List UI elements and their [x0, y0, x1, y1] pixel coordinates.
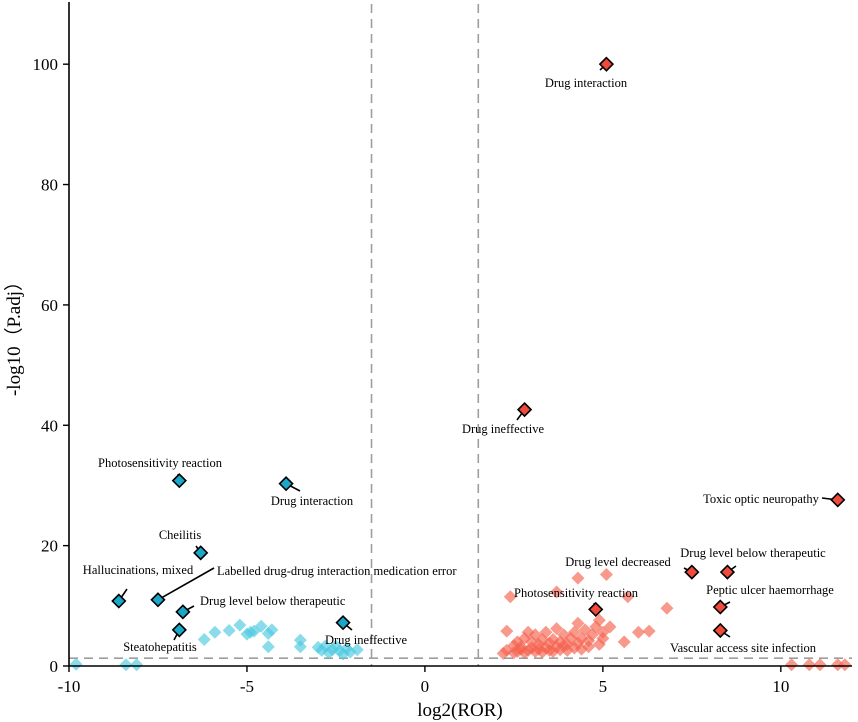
highlighted-point	[150, 592, 166, 608]
highlighted-point	[278, 476, 294, 492]
data-point	[831, 658, 845, 672]
y-tick-label: 0	[50, 657, 59, 676]
highlighted-point	[684, 564, 700, 580]
data-point	[599, 568, 613, 582]
highlighted-point	[830, 492, 846, 508]
point-label: Photosensitivity reaction	[514, 586, 639, 600]
point-label: Drug ineffective	[462, 422, 544, 436]
x-tick-label: 5	[599, 677, 608, 696]
y-tick-label: 60	[41, 296, 58, 315]
point-label: Drug interaction	[271, 494, 354, 508]
y-tick-label: 20	[41, 537, 58, 556]
point-label: Photosensitivity reaction	[98, 456, 223, 470]
point-labels: Photosensitivity reaction Drug interactio…	[83, 76, 835, 655]
data-point	[293, 640, 307, 654]
data-point	[293, 633, 307, 647]
point-label: Toxic optic neuropathy	[703, 492, 820, 506]
highlighted-point	[598, 56, 615, 72]
highlighted-point	[171, 473, 187, 489]
data-point	[503, 590, 517, 604]
point-label: Drug level below therapeutic	[680, 546, 826, 560]
point-label: Steatohepatitis	[123, 640, 197, 654]
data-point	[130, 658, 144, 672]
point-label: Drug ineffective	[325, 633, 407, 647]
x-axis-title: log2(ROR)	[417, 700, 503, 721]
highlighted-point	[719, 564, 736, 580]
x-tick-label: 10	[772, 677, 789, 696]
y-axis-title: -log10（P.adj）	[3, 272, 25, 396]
data-point	[500, 624, 514, 638]
x-tick-label: -5	[240, 677, 254, 696]
point-label: Cheilitis	[159, 528, 202, 542]
data-point	[119, 658, 133, 672]
highlighted-point	[712, 622, 728, 639]
point-label: Peptic ulcer haemorrhage	[706, 583, 834, 597]
highlighted-point	[193, 545, 209, 561]
data-point	[222, 623, 236, 637]
data-point	[233, 618, 247, 632]
data-point	[660, 601, 674, 615]
data-point	[802, 658, 816, 672]
threshold-lines	[69, 4, 852, 666]
data-point	[254, 619, 268, 633]
point-label: Vascular access site infection	[670, 641, 817, 655]
y-tick-label: 40	[41, 416, 58, 435]
data-point	[261, 640, 275, 654]
data-point	[617, 635, 631, 649]
x-tick-label: -10	[58, 677, 81, 696]
data-point	[631, 625, 645, 639]
leader-line	[157, 567, 215, 601]
data-point	[197, 633, 211, 647]
data-point	[784, 658, 798, 672]
data-point	[571, 571, 585, 585]
highlighted-point	[516, 401, 533, 418]
highlighted-point	[712, 599, 728, 615]
data-point	[550, 585, 564, 599]
x-tick-label: 0	[421, 677, 430, 696]
data-point	[813, 658, 827, 672]
highlighted-points	[111, 56, 846, 639]
data-point	[550, 622, 564, 636]
y-tick-label: 80	[41, 176, 58, 195]
data-point	[571, 616, 585, 630]
point-label: Labelled drug-drug interaction medicatio…	[217, 564, 457, 578]
data-point	[592, 613, 606, 627]
data-point	[603, 620, 617, 634]
highlighted-point	[588, 601, 604, 618]
point-label: Drug level decreased	[565, 555, 671, 569]
point-label: Drug level below therapeutic	[200, 594, 346, 608]
data-point	[539, 625, 553, 639]
data-point	[350, 643, 364, 657]
data-point	[838, 658, 852, 672]
data-point	[642, 624, 656, 638]
data-point	[69, 657, 83, 671]
highlighted-point	[171, 622, 187, 638]
highlighted-point	[175, 604, 191, 620]
y-tick-label: 100	[33, 55, 59, 74]
highlighted-point	[335, 615, 351, 631]
data-point	[621, 590, 635, 604]
data-point	[265, 623, 279, 637]
data-points	[69, 568, 852, 672]
point-label: Drug interaction	[545, 76, 628, 90]
point-label: Hallucinations, mixed	[83, 563, 194, 577]
highlighted-point	[111, 593, 127, 609]
axes	[68, 2, 852, 667]
data-point	[208, 625, 222, 639]
